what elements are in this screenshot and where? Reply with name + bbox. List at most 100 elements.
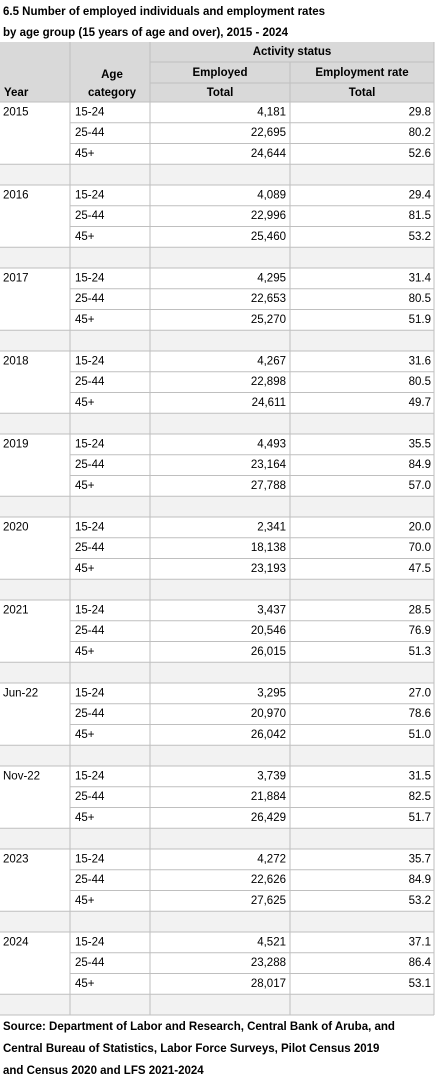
rate-cell: 80.5 [409, 293, 431, 305]
year: 2024 [3, 936, 29, 948]
rate-cell: 53.2 [409, 895, 431, 907]
employed-cell: 4,272 [257, 853, 286, 865]
rate-cell: 31.6 [409, 355, 431, 367]
age-cell: 45+ [75, 231, 95, 243]
employed-cell: 25,460 [251, 231, 286, 243]
age-cell: 25-44 [75, 293, 105, 305]
rate-cell: 53.2 [409, 231, 431, 243]
employed-cell: 22,695 [251, 127, 286, 139]
age-cell: 25-44 [75, 542, 105, 554]
rate-cell: 51.3 [409, 646, 431, 658]
spacer-row [0, 164, 434, 185]
source: Source: Department of Labor and Research… [3, 1021, 395, 1033]
employed-cell: 26,429 [251, 812, 286, 824]
employed-cell: 23,288 [251, 957, 286, 969]
age-cell: 25-44 [75, 625, 105, 637]
age-cell: 45+ [75, 729, 95, 741]
spacer-row [0, 911, 434, 932]
year: 2015 [3, 106, 29, 118]
employed-cell: 27,625 [251, 895, 286, 907]
employed-cell: 26,015 [251, 646, 286, 658]
rate-cell: 81.5 [409, 210, 431, 222]
header-year: Year [4, 87, 29, 99]
age-cell: 15-24 [75, 521, 105, 533]
age-cell: 15-24 [75, 106, 105, 118]
spacer-row [0, 496, 434, 517]
employed-cell: 20,546 [251, 625, 286, 637]
rate-cell: 84.9 [409, 874, 431, 886]
source: and Census 2020 and LFS 2021-2024 [3, 1065, 204, 1077]
rate-cell: 70.0 [409, 542, 431, 554]
year: 2021 [3, 604, 29, 616]
employed-cell: 3,437 [257, 604, 286, 616]
title: 6.5 Number of employed individuals and e… [3, 6, 325, 18]
employed-cell: 22,626 [251, 874, 286, 886]
employed-cell: 24,644 [251, 148, 287, 160]
spacer-row [0, 413, 434, 434]
age-cell: 15-24 [75, 272, 105, 284]
employed-cell: 28,017 [251, 978, 286, 990]
age-cell: 45+ [75, 895, 95, 907]
age-cell: 15-24 [75, 936, 105, 948]
rate-cell: 80.5 [409, 376, 431, 388]
employed-cell: 4,181 [257, 106, 286, 118]
rate-cell: 57.0 [409, 480, 431, 492]
year: 2017 [3, 272, 29, 284]
employed-cell: 22,653 [251, 293, 286, 305]
spacer-row [0, 745, 434, 766]
spacer-row [0, 662, 434, 683]
age-cell: 25-44 [75, 957, 105, 969]
employed-cell: 3,739 [257, 770, 286, 782]
age-cell: 15-24 [75, 604, 105, 616]
age-cell: 25-44 [75, 874, 105, 886]
spacer-row [0, 828, 434, 849]
rate-cell: 84.9 [409, 459, 431, 471]
age-cell: 15-24 [75, 438, 105, 450]
employed-cell: 4,295 [257, 272, 286, 284]
rate-cell: 27.0 [409, 687, 431, 699]
age-cell: 45+ [75, 314, 95, 326]
employed-cell: 18,138 [251, 542, 286, 554]
header-age: Age [101, 69, 123, 81]
rate-cell: 49.7 [409, 397, 431, 409]
rate-cell: 53.1 [409, 978, 431, 990]
header-bg [0, 42, 434, 102]
spacer-row [0, 579, 434, 600]
employed-cell: 4,089 [257, 189, 286, 201]
rate-cell: 29.4 [409, 189, 432, 201]
employed-cell: 4,521 [257, 936, 286, 948]
header-sub: Total [349, 87, 376, 99]
year: 2019 [3, 438, 29, 450]
rate-cell: 80.2 [409, 127, 431, 139]
age-cell: 15-24 [75, 853, 105, 865]
age-cell: 45+ [75, 148, 95, 160]
header-sub: Total [207, 87, 234, 99]
age-cell: 15-24 [75, 189, 105, 201]
age-cell: 45+ [75, 978, 95, 990]
rate-cell: 29.8 [409, 106, 431, 118]
rate-cell: 82.5 [409, 791, 431, 803]
age-cell: 45+ [75, 480, 95, 492]
rate-cell: 51.7 [409, 812, 431, 824]
employed-cell: 25,270 [251, 314, 286, 326]
rate-cell: 86.4 [409, 957, 432, 969]
rate-cell: 20.0 [409, 521, 431, 533]
age-cell: 25-44 [75, 376, 105, 388]
rate-cell: 31.5 [409, 770, 431, 782]
year: Nov-22 [3, 770, 40, 782]
header-employed: Employed [193, 67, 248, 79]
employed-cell: 22,898 [251, 376, 286, 388]
employed-cell: 23,164 [251, 459, 287, 471]
source: Central Bureau of Statistics, Labor Forc… [3, 1043, 379, 1055]
employed-cell: 4,267 [257, 355, 286, 367]
spacer-row [0, 330, 434, 351]
rate-cell: 51.0 [409, 729, 431, 741]
spacer-row [0, 247, 434, 268]
age-cell: 25-44 [75, 791, 105, 803]
rate-cell: 31.4 [409, 272, 432, 284]
age-cell: 15-24 [75, 355, 105, 367]
age-cell: 45+ [75, 397, 95, 409]
age-cell: 25-44 [75, 210, 105, 222]
employed-cell: 24,611 [252, 397, 286, 409]
